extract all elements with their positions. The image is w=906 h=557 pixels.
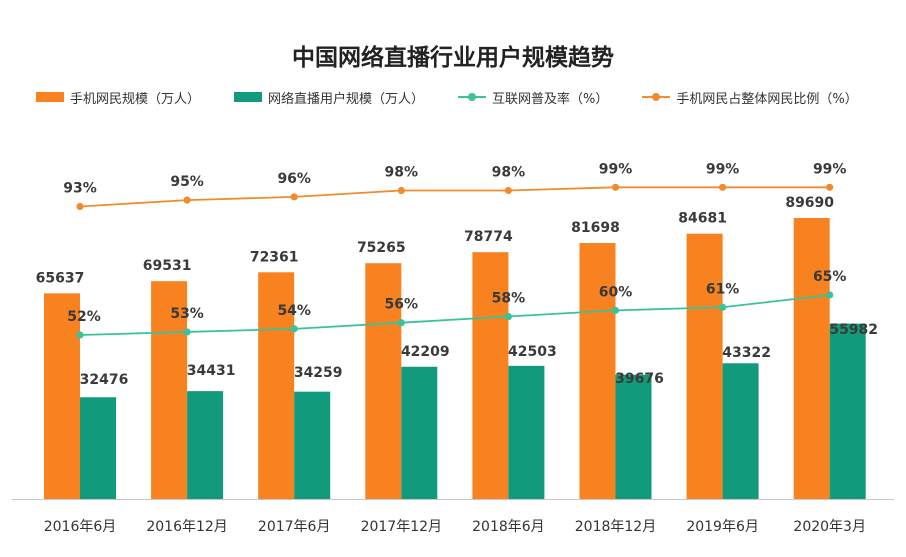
line-penetration bbox=[79, 294, 830, 336]
legend-item-mobile-ratio: 手机网民占整体网民比例（%） bbox=[642, 88, 858, 107]
x-tick-label: 2017年6月 bbox=[258, 519, 331, 535]
point-penetration bbox=[611, 306, 620, 314]
legend-line-mobile-ratio bbox=[642, 92, 671, 102]
data-label-mobile-users: 78774 bbox=[464, 229, 513, 245]
legend-item-live-users: 网络直播用户规模（万人） bbox=[234, 88, 424, 107]
legend-swatch-live-users bbox=[234, 92, 263, 102]
bar-live-users bbox=[508, 365, 545, 499]
data-label-mobile-ratio: 95% bbox=[170, 174, 204, 190]
data-label-mobile-ratio: 96% bbox=[277, 171, 311, 187]
legend-label-penetration: 互联网普及率（%） bbox=[492, 91, 609, 107]
data-label-live-users: 34259 bbox=[294, 365, 343, 381]
x-tick-label: 2020年3月 bbox=[793, 519, 866, 535]
x-tick-label: 2016年12月 bbox=[146, 519, 227, 535]
data-label-penetration: 56% bbox=[385, 297, 419, 313]
bar-live-users bbox=[829, 323, 866, 499]
point-penetration bbox=[76, 331, 84, 339]
legend-line-penetration bbox=[458, 92, 487, 102]
point-penetration bbox=[504, 312, 512, 321]
bar-mobile-users bbox=[579, 243, 616, 499]
data-label-live-users: 34431 bbox=[187, 363, 236, 379]
data-label-live-users: 42503 bbox=[508, 344, 557, 360]
data-label-penetration: 61% bbox=[706, 281, 740, 297]
data-label-penetration: 58% bbox=[492, 291, 526, 307]
bar-mobile-users bbox=[258, 272, 295, 499]
data-label-mobile-users: 81698 bbox=[571, 220, 620, 236]
x-tick-label: 2018年12月 bbox=[575, 519, 656, 535]
point-penetration bbox=[183, 328, 191, 336]
x-tick-label: 2016年6月 bbox=[44, 519, 117, 535]
legend-swatch-mobile-users bbox=[36, 92, 64, 102]
bar-mobile-users bbox=[472, 252, 509, 499]
data-label-mobile-ratio: 99% bbox=[706, 161, 740, 177]
bar-mobile-users bbox=[686, 233, 723, 499]
bar-live-users bbox=[722, 363, 759, 499]
bar-live-users bbox=[80, 397, 116, 499]
point-mobile-ratio bbox=[397, 186, 405, 195]
data-label-mobile-ratio: 99% bbox=[599, 161, 633, 177]
bar-live-users bbox=[294, 391, 331, 499]
legend-item-penetration: 互联网普及率（%） bbox=[458, 88, 608, 107]
bar-mobile-users bbox=[365, 263, 402, 499]
data-label-live-users: 39676 bbox=[615, 371, 664, 387]
data-label-mobile-users: 84681 bbox=[678, 211, 727, 227]
data-label-penetration: 54% bbox=[277, 303, 311, 319]
bar-mobile-users bbox=[151, 281, 188, 499]
point-mobile-ratio bbox=[826, 183, 834, 191]
legend-label-mobile-users: 手机网民规模（万人） bbox=[70, 91, 201, 107]
point-mobile-ratio bbox=[76, 202, 84, 211]
legend-label-live-users: 网络直播用户规模（万人） bbox=[268, 91, 425, 107]
data-label-mobile-users: 89690 bbox=[785, 195, 834, 211]
data-label-mobile-ratio: 93% bbox=[63, 181, 97, 197]
data-label-mobile-ratio: 98% bbox=[385, 165, 419, 181]
point-mobile-ratio bbox=[719, 183, 727, 191]
data-label-mobile-users: 75265 bbox=[357, 240, 406, 256]
data-label-live-users: 42209 bbox=[401, 344, 450, 360]
chart-legend: 手机网民规模（万人） 网络直播用户规模（万人） 互联网普及率（%） 手机网民占整… bbox=[36, 86, 892, 108]
point-mobile-ratio bbox=[611, 183, 620, 191]
point-penetration bbox=[290, 325, 298, 333]
x-tick-label: 2017年12月 bbox=[361, 519, 442, 535]
data-label-mobile-users: 65637 bbox=[36, 270, 85, 286]
bar-mobile-users bbox=[793, 218, 830, 500]
bar-live-users bbox=[401, 366, 438, 499]
legend-item-mobile-users: 手机网民规模（万人） bbox=[36, 88, 200, 107]
point-penetration bbox=[397, 319, 405, 327]
data-label-penetration: 52% bbox=[67, 309, 101, 325]
data-label-penetration: 60% bbox=[599, 284, 633, 300]
data-label-live-users: 55982 bbox=[829, 322, 878, 338]
data-label-mobile-ratio: 99% bbox=[813, 161, 847, 177]
data-label-mobile-ratio: 98% bbox=[492, 165, 526, 181]
line-mobile-ratio bbox=[79, 186, 830, 208]
bar-mobile-users bbox=[44, 293, 80, 499]
point-mobile-ratio bbox=[183, 196, 191, 204]
point-mobile-ratio bbox=[290, 193, 298, 201]
x-tick-label: 2018年6月 bbox=[472, 519, 545, 535]
data-label-penetration: 65% bbox=[813, 269, 847, 285]
bar-live-users bbox=[615, 374, 652, 499]
data-label-live-users: 32476 bbox=[80, 372, 129, 388]
data-label-mobile-users: 69531 bbox=[143, 258, 192, 274]
point-penetration bbox=[826, 291, 834, 299]
point-mobile-ratio bbox=[504, 186, 512, 195]
data-label-live-users: 43322 bbox=[722, 345, 771, 361]
point-penetration bbox=[719, 303, 727, 311]
bar-live-users bbox=[187, 391, 224, 499]
data-label-penetration: 53% bbox=[170, 306, 204, 322]
chart-title: 中国网络直播行业用户规模趋势 bbox=[292, 45, 614, 71]
x-tick-label: 2019年6月 bbox=[686, 519, 759, 535]
legend-label-mobile-ratio: 手机网民占整体网民比例（%） bbox=[676, 91, 858, 107]
data-label-mobile-users: 72361 bbox=[250, 249, 299, 265]
